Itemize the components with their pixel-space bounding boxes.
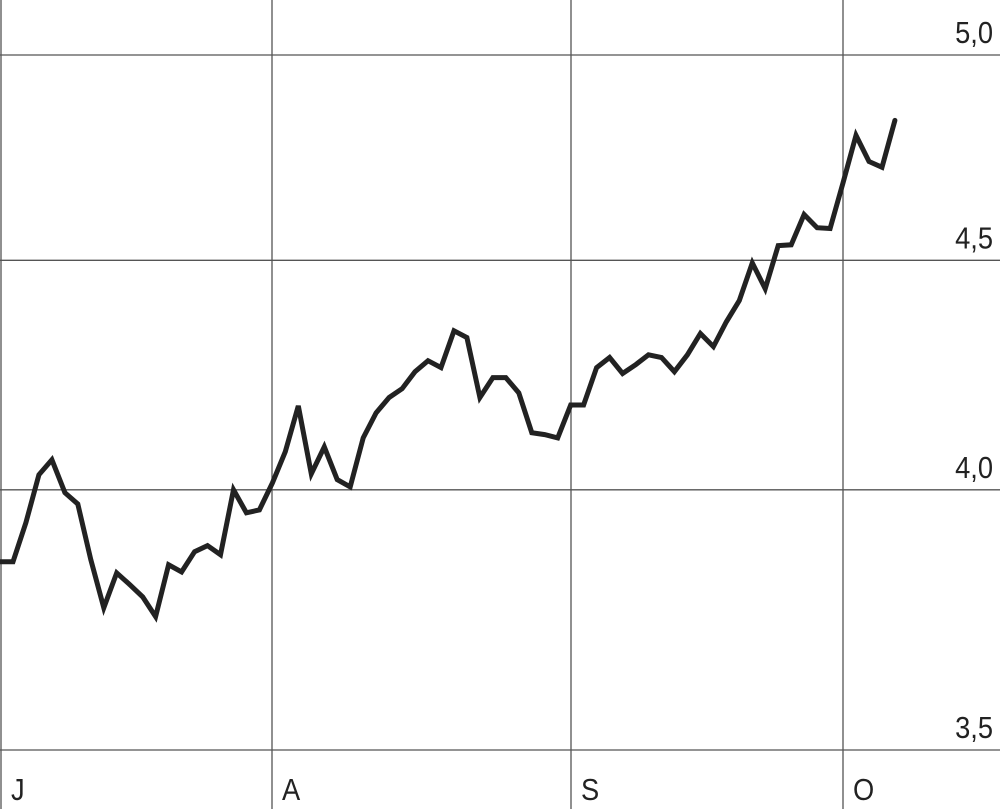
y-axis-labels: 5,0 4,5 4,0 3,5	[955, 16, 993, 745]
y-tick-label: 4,5	[955, 222, 993, 256]
x-tick-label: O	[853, 773, 874, 807]
x-tick-label: J	[11, 773, 25, 807]
x-tick-label: S	[581, 773, 599, 807]
data-points	[0, 120, 895, 616]
y-tick-label: 3,5	[955, 711, 993, 745]
y-tick-label: 5,0	[955, 16, 993, 50]
series-line	[0, 117, 898, 623]
x-tick-label: A	[282, 773, 301, 807]
y-tick-label: 4,0	[955, 451, 993, 485]
